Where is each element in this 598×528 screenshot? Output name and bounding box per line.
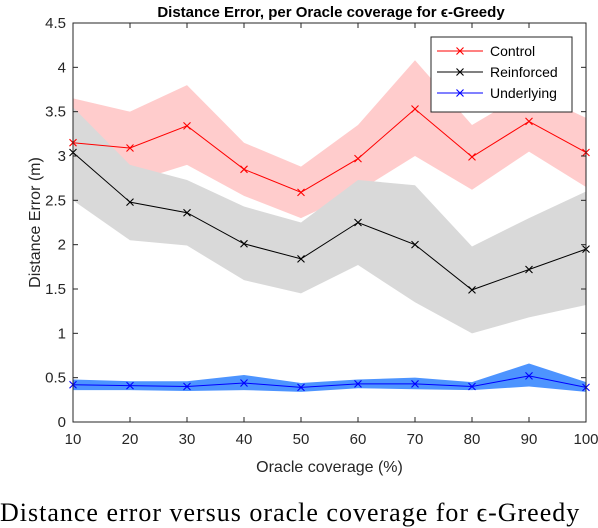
x-tick-label: 70 <box>407 431 424 448</box>
control-point <box>468 152 476 161</box>
x-tick-label: 60 <box>350 431 367 448</box>
plot-area-frame <box>72 22 587 423</box>
figure-caption: Distance error versus oracle coverage fo… <box>0 498 581 527</box>
x-tick-label: 100 <box>573 431 598 448</box>
underlying-point <box>297 383 305 392</box>
y-tick-label: 0 <box>58 414 66 431</box>
legend: Control Reinforced Underlying <box>430 36 573 113</box>
reinforced-point <box>240 239 248 248</box>
legend-box <box>430 36 573 113</box>
underlying-point <box>354 379 362 388</box>
x-tick-label: 20 <box>122 431 139 448</box>
control-point <box>354 154 362 163</box>
control-point <box>411 105 419 113</box>
reinforced-point <box>126 198 134 206</box>
control-point <box>126 144 134 152</box>
reinforced-point <box>354 218 362 227</box>
control-line <box>72 108 587 193</box>
x-tick-label: 50 <box>293 431 310 448</box>
y-tick-label: 4 <box>58 59 66 76</box>
x-tick-label: 80 <box>464 431 481 448</box>
reinforced-point <box>468 285 476 294</box>
y-tick-label: 3 <box>58 148 66 165</box>
confidence-bands <box>73 60 586 392</box>
control-point <box>297 188 305 197</box>
underlying-line <box>72 375 587 388</box>
y-tick-label: 0.5 <box>45 370 66 387</box>
control-band <box>73 60 586 219</box>
x-tick-label: 10 <box>65 431 82 448</box>
control-point <box>525 117 533 126</box>
x-axis-label: Oracle coverage (%) <box>256 459 403 476</box>
underlying-point <box>411 379 419 388</box>
chart: Distance Error, per Oracle coverage for … <box>27 4 598 476</box>
y-tick-label: 2.5 <box>45 192 66 209</box>
legend-underlying-label: Underlying <box>490 85 557 101</box>
chart-title: Distance Error, per Oracle coverage for … <box>157 4 505 21</box>
y-tick-label: 1 <box>58 325 66 342</box>
underlying-band <box>73 363 586 392</box>
x-tick-label: 40 <box>236 431 253 448</box>
legend-control-marker <box>456 47 464 55</box>
underlying-point <box>525 372 533 380</box>
underlying-point <box>240 379 248 387</box>
reinforced-point <box>297 254 305 263</box>
legend-reinforced-label: Reinforced <box>490 64 558 80</box>
legend-reinforced-marker <box>456 68 464 76</box>
x-tick-label: 90 <box>521 431 538 448</box>
underlying-point <box>126 381 134 390</box>
reinforced-point <box>525 265 533 274</box>
y-tick-label: 4.5 <box>45 15 66 32</box>
reinforced-point <box>183 208 191 217</box>
series-lines <box>72 108 587 388</box>
underlying-point <box>183 382 191 391</box>
reinforced-point <box>411 240 419 249</box>
reinforced-band <box>73 107 586 334</box>
y-tick-label: 1.5 <box>45 281 66 298</box>
x-tick-label: 30 <box>179 431 196 448</box>
series-markers <box>69 105 590 392</box>
y-axis-ticks: 0 0.5 1 1.5 2 2.5 3 3.5 4 4.5 <box>45 15 586 431</box>
control-point <box>240 165 248 174</box>
y-tick-label: 3.5 <box>45 104 66 121</box>
reinforced-line <box>72 152 587 291</box>
underlying-point <box>468 382 476 391</box>
legend-underlying-marker <box>456 89 464 97</box>
legend-control-label: Control <box>490 43 535 59</box>
y-tick-label: 2 <box>58 237 66 254</box>
control-point <box>183 121 191 130</box>
y-axis-label: Distance Error (m) <box>27 157 44 288</box>
x-axis-ticks: 10 20 30 40 50 60 70 80 90 100 <box>65 23 598 448</box>
